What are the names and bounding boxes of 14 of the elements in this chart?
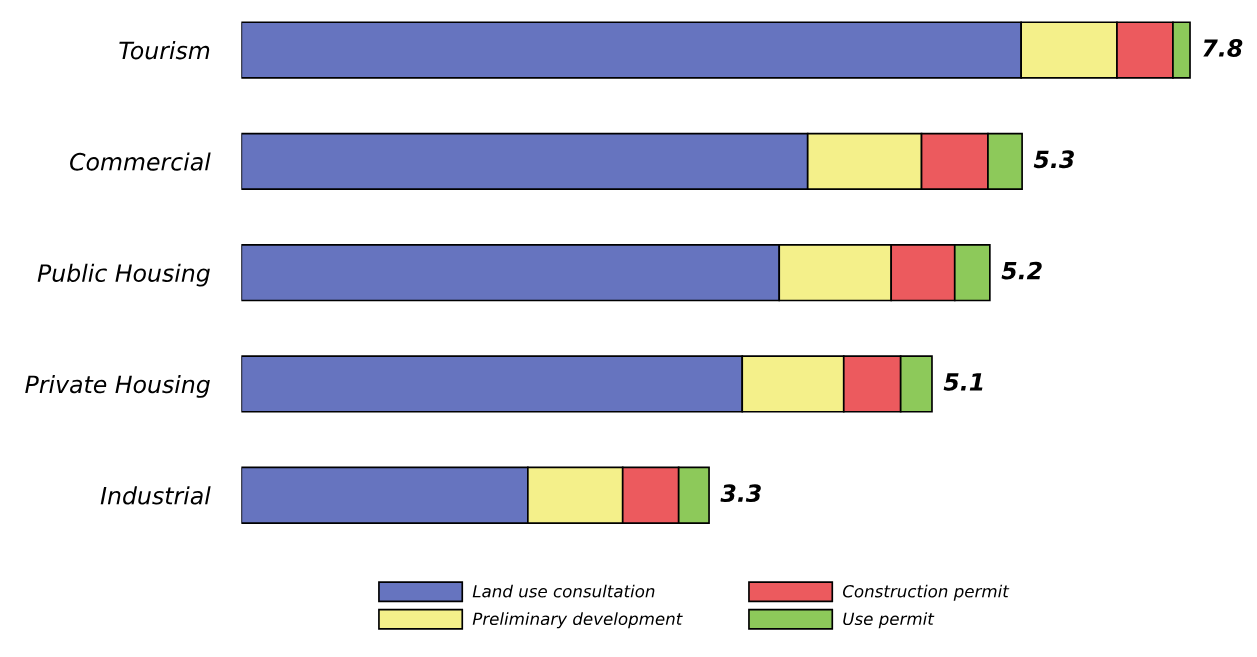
y-tick-label: Industrial xyxy=(100,486,211,505)
legend-label: Use permit xyxy=(843,612,935,629)
y-tick-label: Private Housing xyxy=(25,374,210,398)
annotation: 3.3 xyxy=(720,484,761,503)
legend-label: Preliminary development xyxy=(472,612,683,629)
annotation: 7.8 xyxy=(1203,39,1243,57)
annotation: 5.3 xyxy=(1033,150,1074,169)
annotation: 5.2 xyxy=(1001,261,1042,280)
annotation: 5.1 xyxy=(943,373,983,391)
y-tick-label: Public Housing xyxy=(37,263,210,287)
y-tick-label: Tourism xyxy=(119,41,210,60)
legend-label: Land use consultation xyxy=(472,584,655,598)
legend-label: Construction permit xyxy=(842,584,1010,601)
y-tick-label: Commercial xyxy=(70,152,211,171)
